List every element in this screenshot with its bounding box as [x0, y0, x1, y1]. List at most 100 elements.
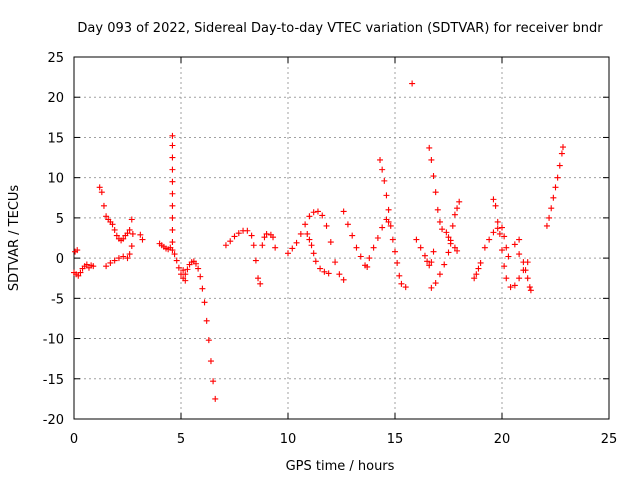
- data-point: [293, 239, 300, 246]
- data-point: [244, 227, 251, 234]
- data-point: [559, 144, 566, 151]
- data-point: [409, 80, 416, 87]
- data-point: [501, 233, 508, 240]
- data-points: [71, 80, 566, 402]
- data-point: [126, 226, 133, 233]
- data-point: [327, 239, 334, 246]
- data-point: [124, 255, 131, 262]
- y-tick-label: 20: [47, 91, 64, 106]
- data-point: [325, 270, 332, 277]
- x-axis-label: GPS time / hours: [286, 459, 395, 474]
- data-point: [336, 271, 343, 278]
- data-point: [516, 251, 523, 258]
- data-point: [522, 267, 529, 274]
- data-point: [120, 235, 127, 242]
- data-point: [548, 205, 555, 212]
- data-point: [111, 257, 118, 264]
- data-point: [494, 218, 501, 225]
- data-point: [556, 162, 563, 169]
- data-point: [430, 173, 437, 180]
- data-point: [392, 248, 398, 255]
- data-point: [344, 221, 351, 228]
- data-point: [443, 229, 450, 236]
- data-point: [257, 280, 264, 287]
- data-point: [321, 268, 328, 275]
- data-point: [180, 267, 187, 274]
- data-point: [312, 258, 319, 265]
- data-point: [100, 202, 107, 209]
- data-point: [381, 177, 388, 184]
- data-point: [210, 378, 217, 385]
- data-point: [394, 259, 401, 266]
- data-point: [428, 259, 435, 266]
- data-point: [203, 317, 210, 324]
- data-point: [402, 284, 409, 291]
- data-point: [231, 233, 238, 240]
- data-point: [115, 255, 122, 262]
- data-point: [454, 205, 461, 212]
- data-point: [74, 247, 81, 254]
- data-point: [83, 261, 90, 268]
- data-point: [499, 247, 505, 254]
- data-point: [503, 275, 510, 282]
- data-point: [340, 276, 347, 283]
- data-point: [432, 189, 439, 196]
- data-point: [195, 265, 202, 272]
- data-point: [248, 232, 255, 239]
- data-point: [520, 259, 527, 266]
- data-point: [454, 247, 461, 254]
- data-point: [201, 299, 208, 306]
- data-point: [199, 285, 206, 292]
- data-point: [175, 264, 182, 271]
- data-point: [255, 275, 262, 282]
- data-point: [383, 192, 390, 199]
- data-point: [227, 238, 234, 245]
- data-point: [492, 202, 499, 209]
- data-point: [511, 282, 518, 289]
- data-point: [439, 226, 446, 233]
- y-tick-label: -20: [43, 413, 64, 428]
- data-point: [197, 273, 204, 280]
- data-point: [511, 241, 518, 248]
- data-point: [171, 251, 178, 258]
- data-point: [173, 257, 180, 264]
- data-point: [473, 271, 480, 278]
- data-point: [128, 216, 135, 223]
- data-point: [486, 236, 493, 243]
- data-point: [314, 208, 321, 215]
- data-point: [490, 229, 497, 236]
- data-point: [317, 265, 324, 272]
- data-point: [385, 218, 392, 225]
- data-point: [126, 251, 133, 258]
- data-point: [77, 269, 84, 276]
- y-axis-label: SDTVAR / TECUs: [7, 185, 22, 292]
- data-point: [169, 154, 176, 161]
- plot-frame: [73, 56, 610, 420]
- data-point: [252, 257, 259, 264]
- data-point: [558, 150, 565, 157]
- data-point: [308, 242, 315, 249]
- y-tick-label: -15: [43, 373, 64, 388]
- data-point: [323, 222, 330, 229]
- data-point: [499, 224, 505, 231]
- data-point: [357, 253, 364, 260]
- data-point: [456, 198, 463, 205]
- y-tick-label: -10: [43, 333, 64, 348]
- data-point: [516, 236, 523, 243]
- data-point: [490, 196, 497, 203]
- data-point: [285, 250, 291, 257]
- data-point: [417, 244, 424, 251]
- y-tick-label: 5: [56, 212, 64, 227]
- data-point: [332, 259, 339, 266]
- data-point: [441, 261, 448, 268]
- data-point: [426, 144, 433, 151]
- data-point: [184, 266, 191, 273]
- data-point: [302, 221, 309, 228]
- data-point: [306, 213, 313, 220]
- data-point: [353, 244, 360, 251]
- data-point: [139, 236, 146, 243]
- data-point: [96, 184, 103, 191]
- data-point: [436, 218, 443, 225]
- x-tick-label: 10: [280, 432, 297, 447]
- data-point: [527, 287, 534, 294]
